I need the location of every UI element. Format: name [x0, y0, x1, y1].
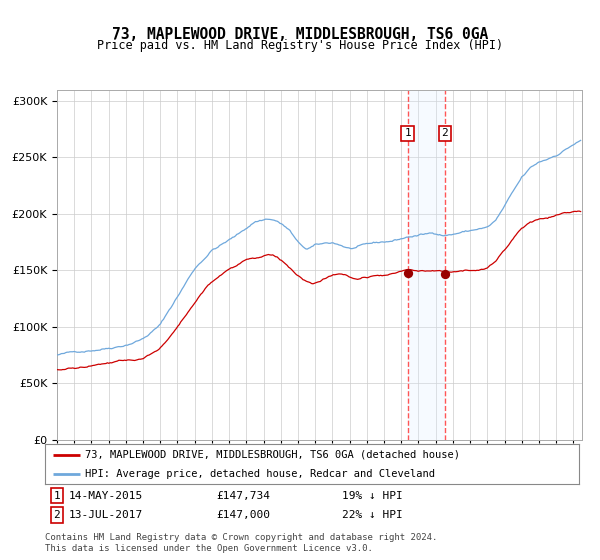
Text: 2: 2	[442, 128, 448, 138]
Text: 2: 2	[53, 510, 61, 520]
Text: 1: 1	[53, 491, 61, 501]
Point	[440, 269, 449, 278]
Point	[403, 268, 412, 277]
Text: 14-MAY-2015: 14-MAY-2015	[69, 491, 143, 501]
Text: 13-JUL-2017: 13-JUL-2017	[69, 510, 143, 520]
Text: Contains HM Land Registry data © Crown copyright and database right 2024.
This d: Contains HM Land Registry data © Crown c…	[45, 533, 437, 553]
Text: 1: 1	[404, 128, 411, 138]
Text: 73, MAPLEWOOD DRIVE, MIDDLESBROUGH, TS6 0GA (detached house): 73, MAPLEWOOD DRIVE, MIDDLESBROUGH, TS6 …	[85, 450, 460, 460]
Text: Price paid vs. HM Land Registry's House Price Index (HPI): Price paid vs. HM Land Registry's House …	[97, 39, 503, 52]
Text: HPI: Average price, detached house, Redcar and Cleveland: HPI: Average price, detached house, Redc…	[85, 469, 435, 479]
Text: 22% ↓ HPI: 22% ↓ HPI	[342, 510, 403, 520]
Bar	[407, 90, 445, 440]
Text: £147,734: £147,734	[216, 491, 270, 501]
Text: £147,000: £147,000	[216, 510, 270, 520]
Text: 73, MAPLEWOOD DRIVE, MIDDLESBROUGH, TS6 0GA: 73, MAPLEWOOD DRIVE, MIDDLESBROUGH, TS6 …	[112, 27, 488, 42]
Text: 19% ↓ HPI: 19% ↓ HPI	[342, 491, 403, 501]
